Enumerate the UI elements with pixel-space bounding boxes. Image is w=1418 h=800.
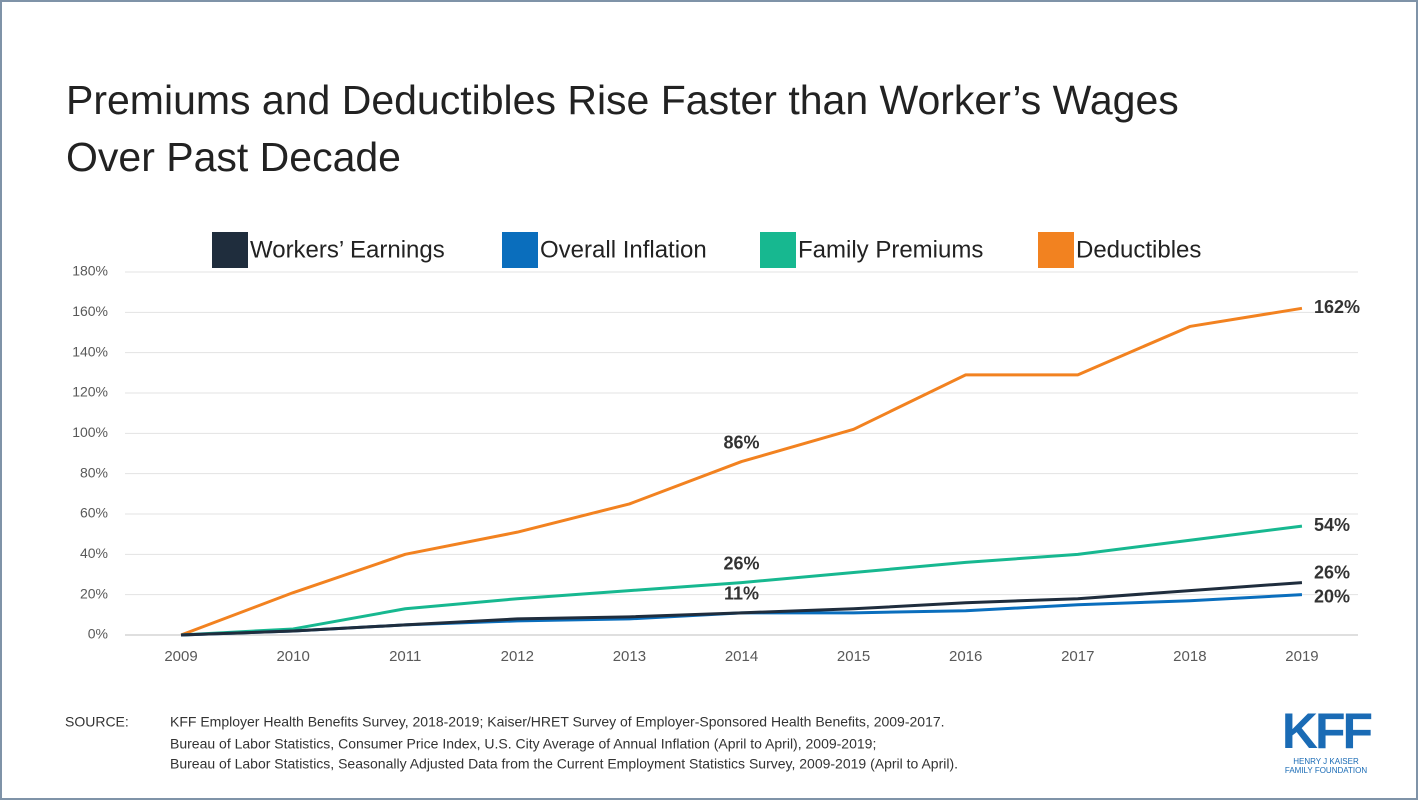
x-tick-label: 2009: [164, 648, 197, 665]
x-tick-label: 2011: [389, 648, 421, 665]
legend-swatch: [760, 232, 796, 268]
data-label: 11%: [724, 584, 759, 604]
source-line: KFF Employer Health Benefits Survey, 201…: [170, 714, 945, 730]
x-tick-label: 2019: [1285, 648, 1318, 665]
data-label: 162%: [1314, 297, 1360, 317]
logo-text: FAMILY FOUNDATION: [1285, 766, 1367, 775]
source-line: Bureau of Labor Statistics, Consumer Pri…: [170, 736, 876, 752]
data-label: 20%: [1314, 586, 1350, 606]
y-tick-label: 100%: [72, 424, 108, 440]
x-tick-label: 2014: [725, 648, 758, 665]
source-line: Bureau of Labor Statistics, Seasonally A…: [170, 756, 958, 772]
legend-label: Workers’ Earnings: [250, 236, 445, 263]
y-tick-label: 60%: [80, 505, 108, 521]
data-label: 54%: [1314, 515, 1350, 535]
legend-label: Overall Inflation: [540, 236, 707, 263]
y-tick-label: 40%: [80, 545, 108, 561]
legend-label: Family Premiums: [798, 236, 983, 263]
logo-text: HENRY J KAISER: [1293, 757, 1359, 766]
x-tick-label: 2012: [501, 648, 534, 665]
x-tick-label: 2015: [837, 648, 870, 665]
x-tick-label: 2013: [613, 648, 646, 665]
source-label: SOURCE:: [65, 714, 129, 730]
y-tick-label: 140%: [72, 343, 108, 359]
x-tick-label: 2016: [949, 648, 982, 665]
y-tick-label: 180%: [72, 263, 108, 279]
y-tick-label: 80%: [80, 464, 108, 480]
series-line: [180, 581, 1303, 637]
data-label: 26%: [1314, 562, 1350, 582]
chart-title: Over Past Decade: [66, 134, 401, 180]
y-tick-label: 0%: [88, 626, 108, 642]
logo: KFF: [1282, 703, 1372, 759]
legend-swatch: [502, 232, 538, 268]
series-line: [180, 524, 1303, 637]
x-tick-label: 2010: [276, 648, 309, 665]
legend-swatch: [212, 232, 248, 268]
series-line: [180, 306, 1303, 637]
legend-label: Deductibles: [1076, 236, 1201, 263]
x-tick-label: 2018: [1173, 648, 1206, 665]
x-tick-label: 2017: [1061, 648, 1094, 665]
y-tick-label: 120%: [72, 384, 108, 400]
data-label: 26%: [723, 553, 759, 573]
data-label: 86%: [723, 432, 759, 452]
legend-swatch: [1038, 232, 1074, 268]
y-tick-label: 160%: [72, 303, 108, 319]
y-tick-label: 20%: [80, 585, 108, 601]
chart-title: Premiums and Deductibles Rise Faster tha…: [66, 77, 1179, 123]
